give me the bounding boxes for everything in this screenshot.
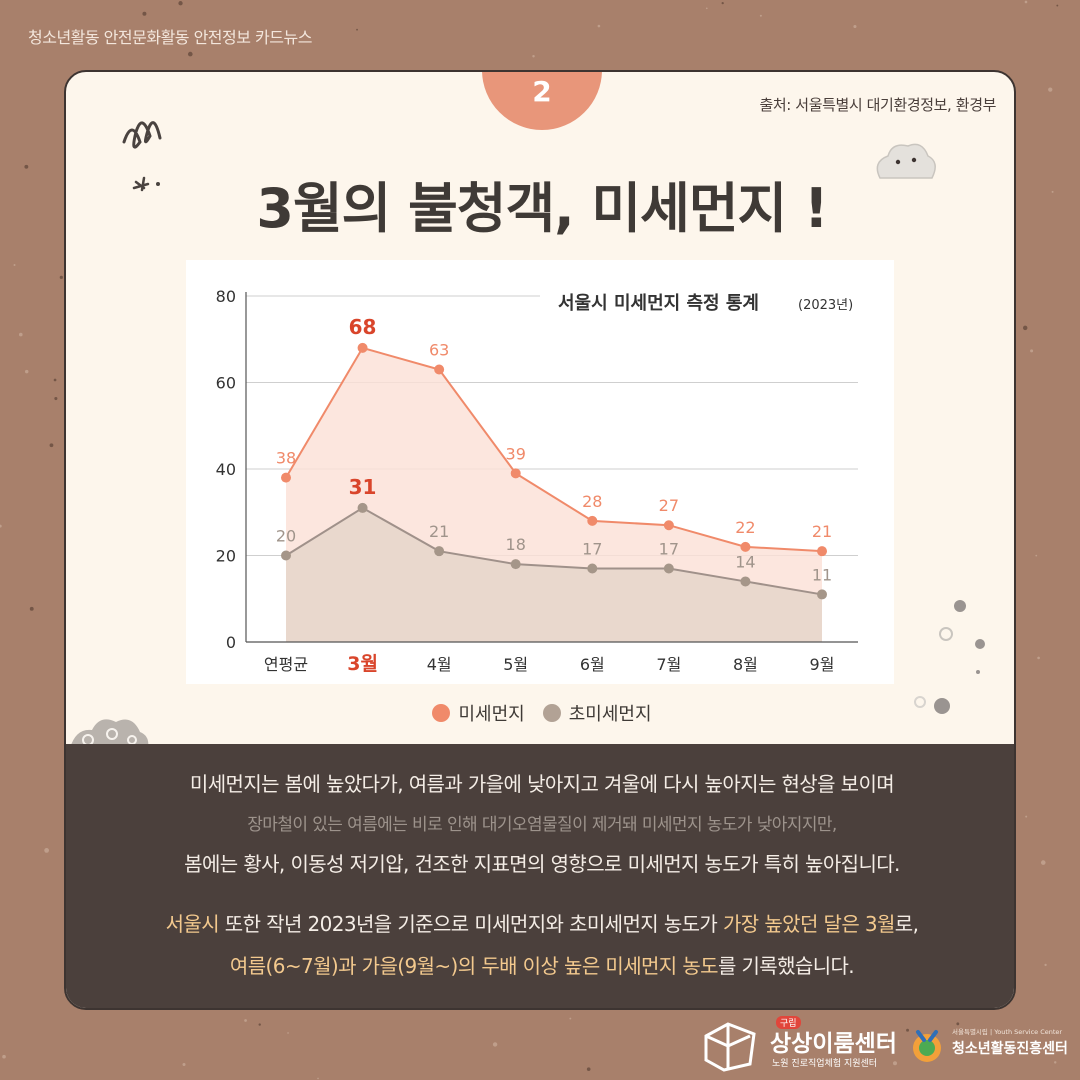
footer-right-top: 서울특별시립 | Youth Service Center — [952, 1028, 1063, 1036]
pm25-point — [357, 502, 368, 513]
pm10-data-label: 63 — [429, 341, 449, 360]
footer-left-sub: 노원 진로직업체험 지원센터 — [772, 1059, 878, 1069]
pm10-data-label: 68 — [349, 315, 377, 339]
pm25-point — [587, 563, 598, 574]
desc-line-4-end: 로, — [894, 912, 919, 936]
chart-subtitle: (2023년) — [798, 298, 853, 313]
legend-label-pm10: 미세먼지 — [458, 704, 525, 725]
desc-line-5-end: 를 기록했습니다. — [717, 954, 855, 978]
pm10-point — [357, 342, 368, 353]
pm25-data-label: 11 — [812, 565, 832, 584]
dust-cloud-icon — [876, 143, 936, 179]
pm25-point — [817, 589, 827, 600]
pm10-point — [281, 472, 291, 483]
highlight-march: 가장 높았던 달은 3월 — [723, 912, 895, 936]
description-panel: 미세먼지는 봄에 높았다가, 여름과 가을에 낮아지고 겨울에 다시 높아지는 … — [66, 744, 1014, 1008]
footer-right-name: 청소년활동진흥센터 — [952, 1041, 1068, 1057]
y-tick-label: 80 — [216, 287, 236, 306]
legend-label-pm25: 초미세먼지 — [568, 704, 652, 725]
highlight-summer-autumn: 여름(6~7월)과 가을(9월~)의 두배 이상 높은 미세먼지 농도 — [229, 954, 719, 978]
pm25-point — [740, 576, 751, 587]
line-area-chart: 0 20 40 60 80 38 68 63 39 28 27 22 21 20 31 21 18 17 17 14 1… — [216, 282, 872, 675]
pm25-point — [434, 546, 445, 557]
pm25-point — [281, 550, 291, 561]
chart-container: 0 20 40 60 80 38 68 63 39 28 27 22 21 20 31 21 18 17 17 14 1… — [186, 260, 894, 684]
pm10-data-label: 21 — [812, 522, 832, 541]
dust-specks-icon — [914, 600, 985, 714]
legend-dot-pm10 — [432, 704, 451, 722]
pm10-data-label: 39 — [506, 444, 526, 463]
source-text: 출처: 서울특별시 대기환경정보, 환경부 — [759, 96, 996, 114]
pm10-point — [510, 468, 521, 479]
x-tick-label: 6월 — [580, 655, 605, 674]
pm25-data-label: 18 — [506, 535, 526, 554]
pm10-point — [434, 364, 445, 375]
chart-title-box — [540, 282, 872, 322]
desc-line-1: 미세먼지는 봄에 높았다가, 여름과 가을에 낮아지고 겨울에 다시 높아지는 … — [189, 772, 895, 796]
desc-line-5: 여름(6~7월)과 가을(9월~)의 두배 이상 높은 미세먼지 농도를 기록했… — [66, 950, 1014, 979]
legend-item-pm25: 초미세먼지 — [542, 700, 652, 726]
y-tick-label: 0 — [226, 633, 236, 652]
desc-line-4-text: 또한 작년 2023년을 기준으로 미세먼지와 초미세먼지 농도가 — [219, 912, 723, 936]
pm10-point — [587, 515, 598, 526]
desc-line-2: 장마철이 있는 여름에는 비로 인해 대기오염물질이 제거돼 미세먼지 농도가 … — [247, 815, 837, 835]
pm10-point — [663, 520, 674, 531]
pm25-data-label: 14 — [735, 552, 755, 571]
page-title: 3월의 불청객, 미세먼지 ! — [256, 177, 828, 240]
pm25-point — [663, 563, 674, 574]
card: 2 출처: 서울특별시 대기환경정보, 환경부 3월의 불청객, 미세먼지 ! … — [64, 70, 1016, 1010]
pm10-data-label: 28 — [582, 492, 602, 511]
pm25-data-label: 17 — [659, 539, 679, 558]
footer-left-name: 상상이룸센터 — [770, 1031, 897, 1057]
desc-line-3: 봄에는 황사, 이동성 저기압, 건조한 지표면의 영향으로 미세먼지 농도가 … — [184, 852, 900, 876]
desc-line-4: 서울시 또한 작년 2023년을 기준으로 미세먼지와 초미세먼지 농도가 가장… — [66, 908, 1014, 937]
squiggle-icon — [122, 121, 162, 192]
x-tick-label: 9월 — [810, 655, 835, 674]
pm10-line — [285, 346, 823, 553]
x-tick-label: 연평균 — [264, 655, 308, 674]
legend-dot-pm25 — [542, 704, 561, 722]
sangsang-irum-logo: 구립 상상이룸센터 노원 진로직업체험 지원센터 — [700, 1016, 900, 1072]
y-tick-label: 40 — [216, 460, 236, 479]
pm25-line — [285, 506, 823, 596]
top-caption: 청소년활동 안전문화활동 안전정보 카드뉴스 — [28, 28, 312, 47]
chart-legend: 미세먼지 초미세먼지 — [66, 700, 1014, 726]
pm25-data-label: 17 — [582, 539, 602, 558]
pm10-data-label: 38 — [276, 449, 296, 468]
pm25-data-label: 20 — [276, 527, 296, 546]
youth-center-logo: 서울특별시립 | Youth Service Center 청소년활동진흥센터 — [906, 1020, 1076, 1070]
y-tick-label: 20 — [216, 547, 236, 566]
x-tick-label: 8월 — [733, 655, 758, 674]
x-tick-label: 5월 — [503, 655, 528, 674]
x-tick-label: 3월 — [347, 653, 378, 675]
x-tick-label: 4월 — [427, 655, 452, 674]
x-tick-label: 7월 — [656, 655, 681, 674]
pm10-data-label: 27 — [659, 496, 679, 515]
box-logo-icon — [704, 1022, 756, 1072]
y-tick-label: 60 — [216, 374, 236, 393]
page-number-badge: 2 — [482, 72, 602, 130]
pm25-point — [510, 559, 521, 570]
footer-left-badge: 구립 — [776, 1016, 801, 1029]
pm10-point — [740, 541, 751, 552]
pm25-data-label: 31 — [349, 475, 377, 499]
highlight-seoul: 서울시 — [165, 912, 220, 936]
youth-center-emblem-icon — [913, 1030, 941, 1062]
legend-item-pm10: 미세먼지 — [432, 700, 525, 726]
chart-title: 서울시 미세먼지 측정 통계 — [558, 293, 759, 314]
pm10-data-label: 22 — [735, 518, 755, 537]
pm25-data-label: 21 — [429, 522, 449, 541]
pm10-point — [817, 546, 827, 557]
